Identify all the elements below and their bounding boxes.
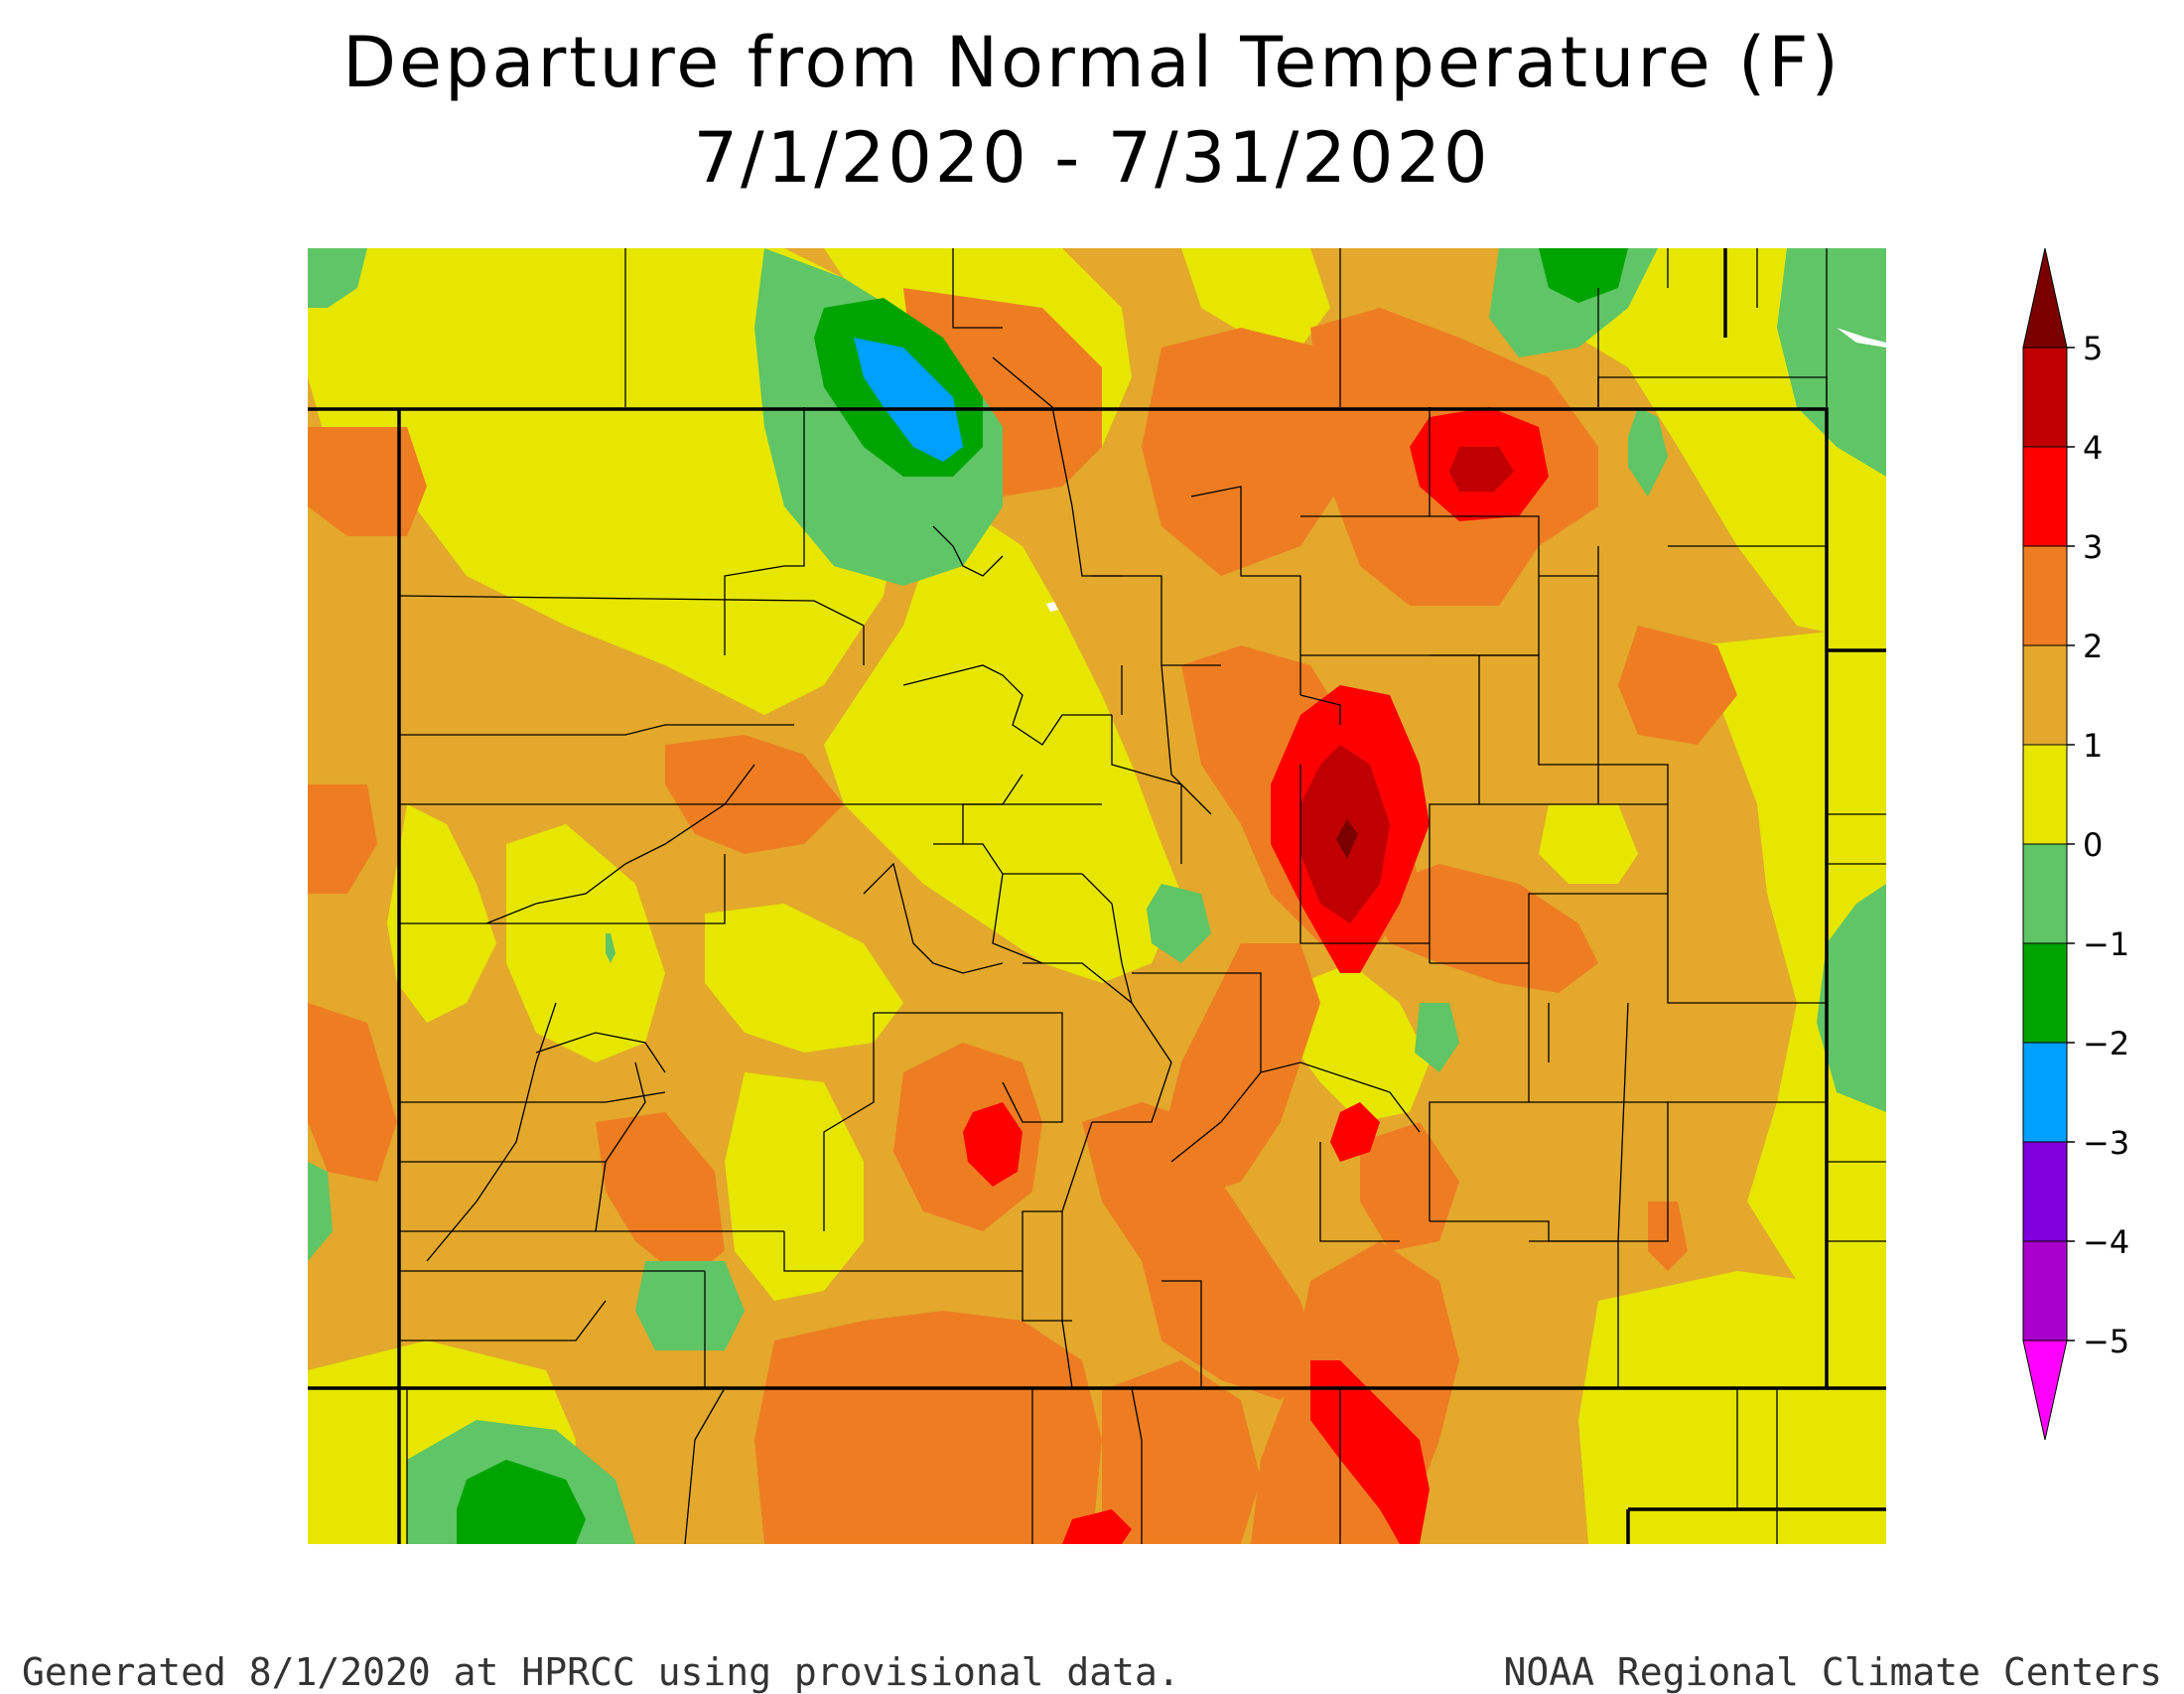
legend-color-bar — [2022, 247, 2068, 1441]
legend-tick-label: −5 — [2083, 1323, 2129, 1360]
legend-tick-label: 0 — [2083, 826, 2103, 864]
footer-source: NOAA Regional Climate Centers — [1503, 1650, 2162, 1694]
legend-tick-label: 5 — [2083, 330, 2103, 367]
legend-swatch — [2022, 347, 2068, 448]
temperature-departure-map — [308, 248, 1886, 1544]
legend-tick-label: 1 — [2083, 727, 2103, 765]
legend-swatch — [2022, 644, 2068, 746]
state-boundaries — [308, 248, 1886, 1544]
county-boundaries — [398, 248, 1886, 1544]
legend-tick-label: 2 — [2083, 628, 2103, 665]
legend-tick-label: −4 — [2083, 1223, 2129, 1261]
legend-swatch — [2022, 744, 2068, 845]
legend-tick-labels: 5 4 3 2 1 0 −1 −2 −3 −4 −5 — [2067, 330, 2129, 1360]
legend-tick-label: 3 — [2083, 528, 2103, 566]
legend-swatch — [2022, 942, 2068, 1044]
contour-above-5 — [1336, 819, 1358, 859]
map-date-range: 7/1/2020 - 7/31/2020 — [693, 117, 1491, 199]
legend-tick-label: −3 — [2083, 1124, 2129, 1162]
legend-tick-label: −2 — [2083, 1025, 2129, 1062]
legend-tick-label: 4 — [2083, 429, 2103, 467]
legend-tick-label: −1 — [2083, 925, 2129, 963]
water-bodies — [1046, 328, 1886, 612]
legend-swatch — [2022, 1141, 2068, 1242]
legend-swatch-below-min — [2022, 1340, 2068, 1441]
map-title: Departure from Normal Temperature (F) — [342, 22, 1842, 103]
footer-generated-note: Generated 8/1/2020 at HPRCC using provis… — [22, 1650, 1180, 1694]
legend-swatch — [2022, 545, 2068, 646]
legend-swatch — [2022, 843, 2068, 944]
contour-minus-2-to-minus-3 — [854, 338, 963, 462]
legend-swatch — [2022, 446, 2068, 547]
legend-swatch-above-max — [2022, 247, 2068, 349]
legend-swatch — [2022, 1042, 2068, 1143]
color-scale-legend: 5 4 3 2 1 0 −1 −2 −3 −4 −5 — [1985, 238, 2184, 1460]
legend-swatch — [2022, 1240, 2068, 1341]
